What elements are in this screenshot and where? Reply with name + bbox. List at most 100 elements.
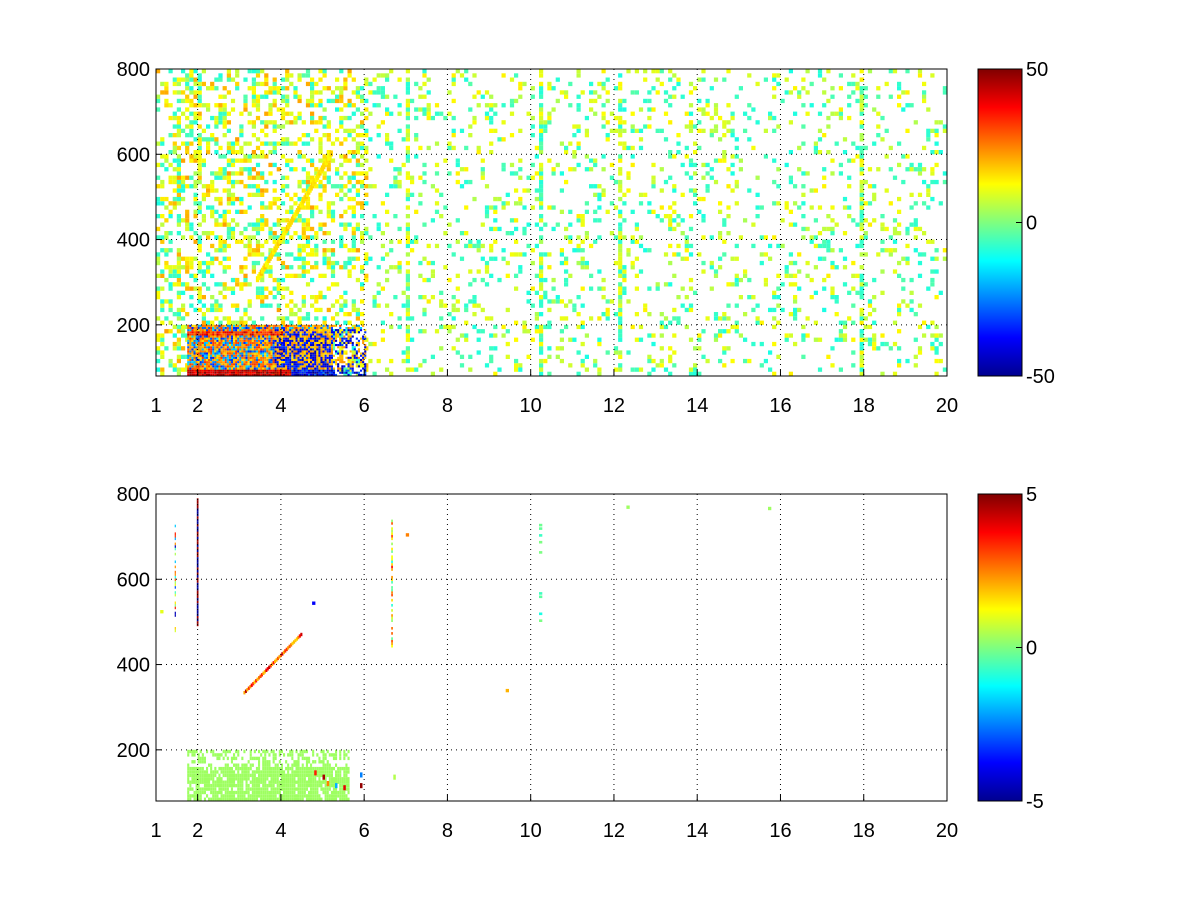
heatmap-cell [892,269,898,274]
heatmap-cell [255,327,258,330]
heatmap-cell [405,205,410,210]
heatmap-cell [208,327,211,330]
heatmap-cell [788,312,793,317]
heatmap-cell [718,158,723,163]
heatmap-cell [239,201,244,206]
heatmap-cell [181,188,186,193]
heatmap-cell [351,150,356,155]
heatmap-cell [376,226,381,232]
heatmap-cell [913,201,918,206]
heatmap-cell [318,145,323,151]
heatmap-cell [372,90,377,95]
heatmap-cell [241,324,244,327]
heatmap-cell [297,361,300,364]
heatmap-cell [817,256,823,261]
heatmap-cell [701,329,706,334]
heatmap-cell [559,346,564,351]
heatmap-cell [472,299,477,304]
heatmap-cell [316,327,319,330]
heatmap-cell [597,269,602,274]
heatmap-cell [191,337,194,340]
heatmap-cell [274,331,277,334]
heatmap-cell [351,137,356,142]
heatmap-cell [509,111,515,116]
heatmap-cell [199,335,202,338]
heatmap-cell [278,327,281,330]
heatmap-cell [576,295,581,300]
heatmap-cell [576,145,581,151]
heatmap-cell [738,167,743,172]
heatmap-cell [189,350,192,353]
heatmap-cell [191,348,194,351]
heatmap-cell [312,339,315,342]
heatmap-cell [243,327,246,330]
heatmap-cell [339,243,344,249]
heatmap-cell [243,98,248,104]
heatmap-cell [580,320,585,325]
heatmap-cell [168,209,173,214]
heatmap-cell [343,371,348,376]
heatmap-cell [260,150,265,155]
heatmap-cell [287,341,290,344]
heatmap-cell [276,344,279,347]
heatmap-cell [197,175,202,180]
heatmap-cell [308,354,311,357]
heatmap-cell [226,339,229,342]
heatmap-cell [255,339,258,342]
heatmap-cell [734,256,739,261]
heatmap-cell [280,98,286,104]
heatmap-cell [613,115,619,121]
heatmap-cell [245,333,248,336]
heatmap-cell [343,222,348,227]
heatmap-cell [208,373,211,376]
heatmap-cell [360,265,365,270]
heatmap-cell [289,312,294,317]
heatmap-cell [310,327,313,330]
heatmap-cell [297,265,302,270]
heatmap-cell [283,365,286,368]
heatmap-cell [318,103,323,108]
heatmap-cell [251,192,256,197]
heatmap-cell [295,337,298,340]
heatmap-cell [934,256,939,261]
heatmap-cell [230,348,233,351]
heatmap-cell [293,348,296,351]
heatmap-cell [251,98,256,104]
heatmap-cell [380,243,385,249]
heatmap-cell [930,167,935,172]
heatmap-cell [863,235,868,240]
heatmap-cell [372,214,377,219]
heatmap-cell [297,341,300,344]
heatmap-cell [312,363,315,366]
heatmap-cell [514,252,519,257]
heatmap-cell [663,90,669,95]
heatmap-cell [199,373,202,376]
heatmap-cell [299,348,302,351]
heatmap-cell [310,350,313,353]
heatmap-cell [245,356,248,359]
heatmap-cell [260,141,265,146]
heatmap-cell [247,120,252,125]
heatmap-cell [718,256,723,261]
heatmap-cell [497,226,502,232]
heatmap-cell [626,145,631,151]
heatmap-cell [405,145,410,151]
heatmap-cell [934,295,939,300]
heatmap-cell [156,256,161,261]
heatmap-cell [272,286,277,291]
heatmap-cell [222,115,227,121]
heatmap-cell [280,226,286,232]
heatmap-cell [247,363,250,366]
heatmap-cell [255,243,261,249]
heatmap-cell [176,120,181,125]
heatmap-cell [310,333,313,336]
heatmap-cell [305,333,308,336]
heatmap-cell [318,150,323,155]
heatmap-cell [909,307,914,313]
heatmap-cell [222,94,227,99]
heatmap-cell [584,260,589,266]
heatmap-cell [260,226,265,232]
heatmap-cell [218,201,223,206]
heatmap-cell [872,184,877,189]
heatmap-cell [214,356,217,359]
